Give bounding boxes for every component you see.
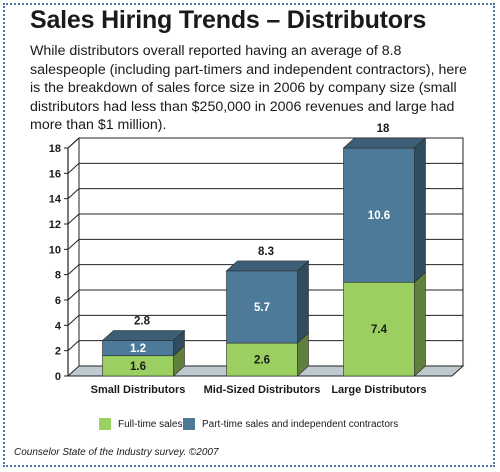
chart-title: Sales Hiring Trends – Distributors (30, 6, 427, 34)
value-label-1-1: 5.7 (254, 302, 270, 314)
bar-top-0 (101, 330, 186, 341)
y-tick-label-5: 10 (49, 244, 61, 256)
chart-frame (3, 3, 495, 467)
y-tick-label-1: 2 (55, 346, 61, 358)
bar-side-2-1 (414, 137, 426, 283)
bar-side-1-1 (297, 260, 309, 344)
y-tick-label-8: 16 (49, 168, 61, 180)
chart-subtitle: While distributors overall reported havi… (30, 43, 467, 134)
value-label-0-0: 1.6 (130, 361, 146, 373)
bar-side-2-0 (414, 271, 426, 377)
total-label-0: 2.8 (134, 316, 151, 328)
value-label-1-0: 2.6 (254, 355, 270, 367)
legend-label-parttime: Part-time sales and independent contract… (202, 418, 399, 430)
y-tick-label-9: 18 (49, 143, 61, 155)
gridline-side-1 (67, 340, 80, 352)
legend-item-fulltime: Full-time sales (99, 418, 182, 430)
y-tick-label-4: 8 (55, 270, 61, 282)
gridline-side-5 (67, 238, 80, 250)
bar-top-1 (225, 260, 310, 272)
legend-swatch-fulltime (99, 418, 111, 430)
y-tick-label-0: 0 (55, 371, 61, 383)
legend-label-fulltime: Full-time sales (118, 418, 183, 430)
bar-2-0 (343, 281, 415, 377)
bar-1-1 (226, 270, 298, 344)
category-label-1: Mid-Sized Distributors (204, 384, 321, 396)
bar-2-1 (343, 147, 415, 283)
bar-top-2 (342, 137, 427, 149)
y-axis-top-edge (67, 137, 80, 149)
gridline-side-4 (67, 264, 80, 276)
category-label-2: Large Distributors (331, 384, 426, 396)
y-tick-label-3: 6 (55, 295, 61, 307)
gridline-side-6 (67, 213, 80, 225)
total-label-2: 18 (377, 123, 390, 135)
y-tick-label-6: 12 (49, 219, 61, 231)
total-label-1: 8.3 (258, 246, 274, 258)
y-tick-label-7: 14 (49, 194, 62, 206)
gridline-side-3 (67, 289, 80, 301)
value-label-2-1: 10.6 (368, 210, 390, 222)
y-tick-label-2: 4 (55, 320, 62, 332)
gridline-side-8 (67, 162, 80, 174)
source-note: Counselor State of the Industry survey. … (14, 447, 219, 458)
legend-swatch-parttime (183, 418, 195, 430)
gridline-side-2 (67, 314, 80, 326)
value-label-0-1: 1.2 (130, 343, 146, 355)
value-label-2-0: 7.4 (371, 324, 388, 336)
gridline-side-7 (67, 188, 80, 200)
legend-item-parttime: Part-time sales and independent contract… (183, 418, 398, 430)
category-label-0: Small Distributors (91, 384, 186, 396)
